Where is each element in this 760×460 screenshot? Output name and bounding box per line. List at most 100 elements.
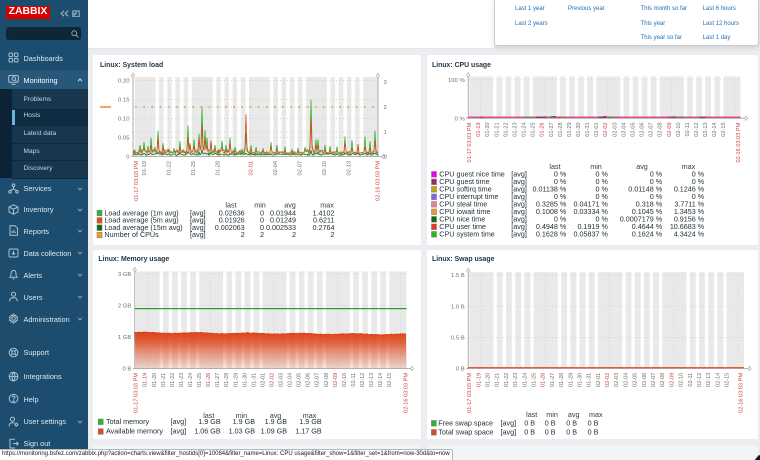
- svg-text:0.02636: 0.02636: [219, 208, 245, 217]
- svg-text:02-08: 02-08: [660, 373, 666, 387]
- svg-text:1.9 GB: 1.9 GB: [198, 417, 221, 426]
- svg-text:[avg]: [avg]: [511, 215, 527, 224]
- svg-text:01-22: 01-22: [170, 373, 176, 387]
- svg-text:0: 0: [260, 223, 264, 232]
- svg-text:01-29: 01-29: [567, 122, 573, 136]
- svg-text:02-01: 02-01: [596, 373, 602, 387]
- svg-text:01-25: 01-25: [191, 161, 197, 175]
- svg-text:0.1246 %: 0.1246 %: [674, 185, 705, 194]
- svg-text:0 B: 0 B: [524, 419, 535, 428]
- svg-text:01-30: 01-30: [577, 373, 583, 387]
- svg-text:2 GB: 2 GB: [118, 304, 131, 310]
- svg-text:0.01148 %: 0.01148 %: [628, 185, 662, 194]
- svg-text:0.04171 %: 0.04171 %: [574, 200, 609, 209]
- svg-text:Total swap space: Total swap space: [438, 428, 493, 437]
- svg-text:02-01: 02-01: [248, 161, 254, 175]
- svg-text:1 GB: 1 GB: [118, 335, 131, 341]
- svg-text:02-12: 02-12: [360, 373, 366, 387]
- svg-text:1.0 B: 1.0 B: [451, 304, 465, 310]
- svg-text:02-16 03:03 PM: 02-16 03:03 PM: [736, 122, 742, 162]
- svg-text:01-24: 01-24: [522, 122, 528, 136]
- svg-text:01-19: 01-19: [476, 122, 482, 136]
- svg-text:Total memory: Total memory: [106, 417, 150, 426]
- svg-text:02-02: 02-02: [270, 373, 276, 387]
- svg-text:2: 2: [331, 230, 335, 239]
- svg-text:2: 2: [260, 230, 264, 239]
- svg-text:01-25: 01-25: [197, 373, 203, 387]
- svg-text:[avg]: [avg]: [511, 177, 527, 186]
- svg-text:01-28: 01-28: [559, 373, 565, 387]
- svg-text:02-04: 02-04: [623, 373, 629, 387]
- svg-text:1.09 GB: 1.09 GB: [261, 427, 288, 436]
- svg-text:0 %: 0 %: [650, 177, 663, 186]
- svg-text:02-12: 02-12: [694, 122, 700, 136]
- svg-text:0.10: 0.10: [118, 117, 130, 123]
- svg-text:01-30: 01-30: [242, 373, 248, 387]
- svg-text:02-05: 02-05: [297, 373, 303, 387]
- svg-text:0 %: 0 %: [692, 177, 705, 186]
- svg-text:min: min: [236, 411, 248, 420]
- svg-text:0 B: 0 B: [588, 428, 599, 437]
- svg-text:2: 2: [384, 105, 387, 111]
- svg-text:min: min: [590, 162, 602, 171]
- svg-text:01-28: 01-28: [558, 122, 564, 136]
- svg-text:02-09: 02-09: [667, 122, 673, 136]
- svg-text:0 B: 0 B: [545, 419, 556, 428]
- svg-text:[avg]: [avg]: [171, 427, 187, 436]
- svg-text:02-15: 02-15: [725, 373, 731, 387]
- svg-text:02-09: 02-09: [669, 373, 675, 387]
- svg-text:0 B: 0 B: [456, 367, 465, 373]
- svg-text:0 B: 0 B: [122, 367, 131, 373]
- svg-text:Load average (1m avg): Load average (1m avg): [104, 208, 178, 217]
- svg-text:CPU iowait time: CPU iowait time: [439, 207, 490, 216]
- svg-text:1.4102: 1.4102: [313, 208, 335, 217]
- svg-text:02-12: 02-12: [697, 373, 703, 387]
- svg-text:02-07: 02-07: [297, 161, 303, 175]
- svg-text:0 B: 0 B: [524, 428, 535, 437]
- svg-text:02-05: 02-05: [633, 373, 639, 387]
- svg-text:02-09: 02-09: [333, 373, 339, 387]
- svg-text:1.9 GB: 1.9 GB: [299, 417, 322, 426]
- svg-text:1.5 B: 1.5 B: [451, 273, 465, 279]
- svg-text:1.3453 %: 1.3453 %: [674, 207, 705, 216]
- svg-text:1.9 GB: 1.9 GB: [265, 417, 288, 426]
- svg-text:01-20: 01-20: [485, 122, 491, 136]
- svg-text:0.1919 %: 0.1919 %: [578, 222, 609, 231]
- svg-text:0.1624 %: 0.1624 %: [632, 230, 663, 239]
- svg-text:0 %: 0 %: [455, 116, 466, 122]
- svg-text:max: max: [303, 411, 317, 420]
- svg-text:4.3424 %: 4.3424 %: [674, 230, 705, 239]
- svg-text:last: last: [225, 201, 236, 210]
- svg-text:01-26: 01-26: [541, 373, 547, 387]
- svg-text:0.318 %: 0.318 %: [636, 200, 663, 209]
- svg-text:01-19: 01-19: [476, 373, 482, 387]
- svg-text:last: last: [203, 411, 214, 420]
- svg-text:[avg]: [avg]: [190, 208, 206, 217]
- svg-text:Free swap space: Free swap space: [438, 419, 493, 428]
- svg-text:02-08: 02-08: [324, 373, 330, 387]
- svg-text:02-04: 02-04: [273, 161, 279, 175]
- svg-text:0 %: 0 %: [692, 192, 705, 201]
- svg-text:02-06: 02-06: [640, 122, 646, 136]
- svg-text:0.20: 0.20: [118, 79, 130, 85]
- svg-text:02-08: 02-08: [658, 122, 664, 136]
- svg-text:10.6683 %: 10.6683 %: [670, 222, 705, 231]
- svg-text:[avg]: [avg]: [511, 200, 527, 209]
- svg-text:0.01138 %: 0.01138 %: [532, 185, 566, 194]
- svg-text:02-03: 02-03: [612, 122, 618, 136]
- svg-text:02-13: 02-13: [346, 161, 352, 175]
- svg-text:0 B: 0 B: [566, 419, 577, 428]
- svg-text:02-13: 02-13: [369, 373, 375, 387]
- svg-text:Available memory: Available memory: [106, 427, 163, 436]
- svg-text:0.01249: 0.01249: [270, 216, 296, 225]
- svg-text:01-17 03:03 PM: 01-17 03:03 PM: [134, 373, 140, 413]
- svg-text:0.01926: 0.01926: [219, 216, 245, 225]
- svg-text:min: min: [254, 201, 266, 210]
- svg-text:01-31: 01-31: [251, 373, 257, 387]
- svg-text:0 %: 0 %: [596, 185, 609, 194]
- svg-text:0.5 B: 0.5 B: [451, 336, 465, 342]
- svg-text:avg: avg: [284, 201, 296, 210]
- svg-text:01-27: 01-27: [215, 373, 221, 387]
- svg-text:02-02: 02-02: [605, 373, 611, 387]
- svg-text:02-01: 02-01: [260, 373, 266, 387]
